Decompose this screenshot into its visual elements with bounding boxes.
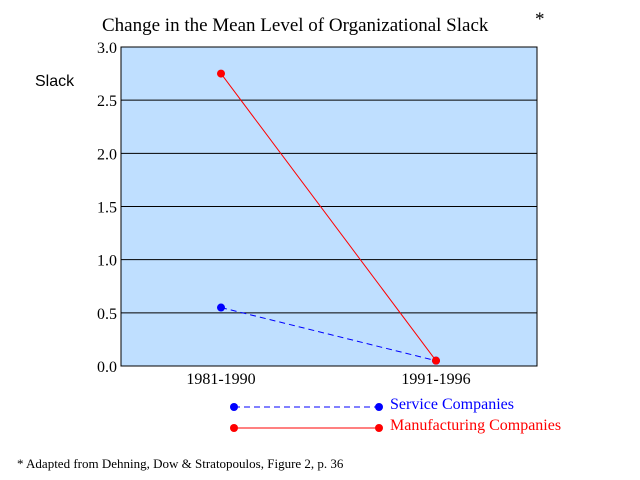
y-tick-label: 0.5 [97,306,117,323]
footnote: * Adapted from Dehning, Dow & Stratopoul… [17,456,344,471]
legend-label-1: Manufacturing Companies [390,417,561,434]
legend-marker-end-0 [375,403,383,411]
series-layer [217,69,440,365]
y-tick-label: 1.0 [97,253,117,270]
data-point-s0-p0 [217,303,225,312]
y-tick-label: 2.0 [97,146,117,163]
legend: Service Companies Manufacturing Companies [230,396,561,434]
series-line-0 [220,307,437,362]
x-axis-ticks: 1981-1990 1991-1996 [186,371,470,388]
y-tick-label: 1.5 [97,200,117,217]
y-tick-label: 3.0 [97,40,117,57]
y-tick-label: 2.5 [97,93,117,110]
y-tick-label: 0.0 [97,359,117,376]
legend-label-0: Service Companies [390,396,514,413]
x-tick-label: 1981-1990 [186,371,255,388]
gridlines [121,99,537,314]
x-tick-label: 1991-1996 [401,371,470,388]
series-line-1 [220,73,437,361]
legend-marker-start-1 [230,424,238,432]
data-point-s1-p0 [217,69,225,78]
y-axis-ticks: 0.0 0.5 1.0 1.5 2.0 2.5 3.0 [97,40,117,376]
legend-marker-start-0 [230,403,238,411]
chart-title: Change in the Mean Level of Organization… [102,15,489,36]
legend-marker-end-1 [375,424,383,432]
chart-title-footnote-marker: * [535,9,545,30]
data-point-s1-p1 [432,356,440,365]
y-axis-label: Slack [35,73,75,90]
